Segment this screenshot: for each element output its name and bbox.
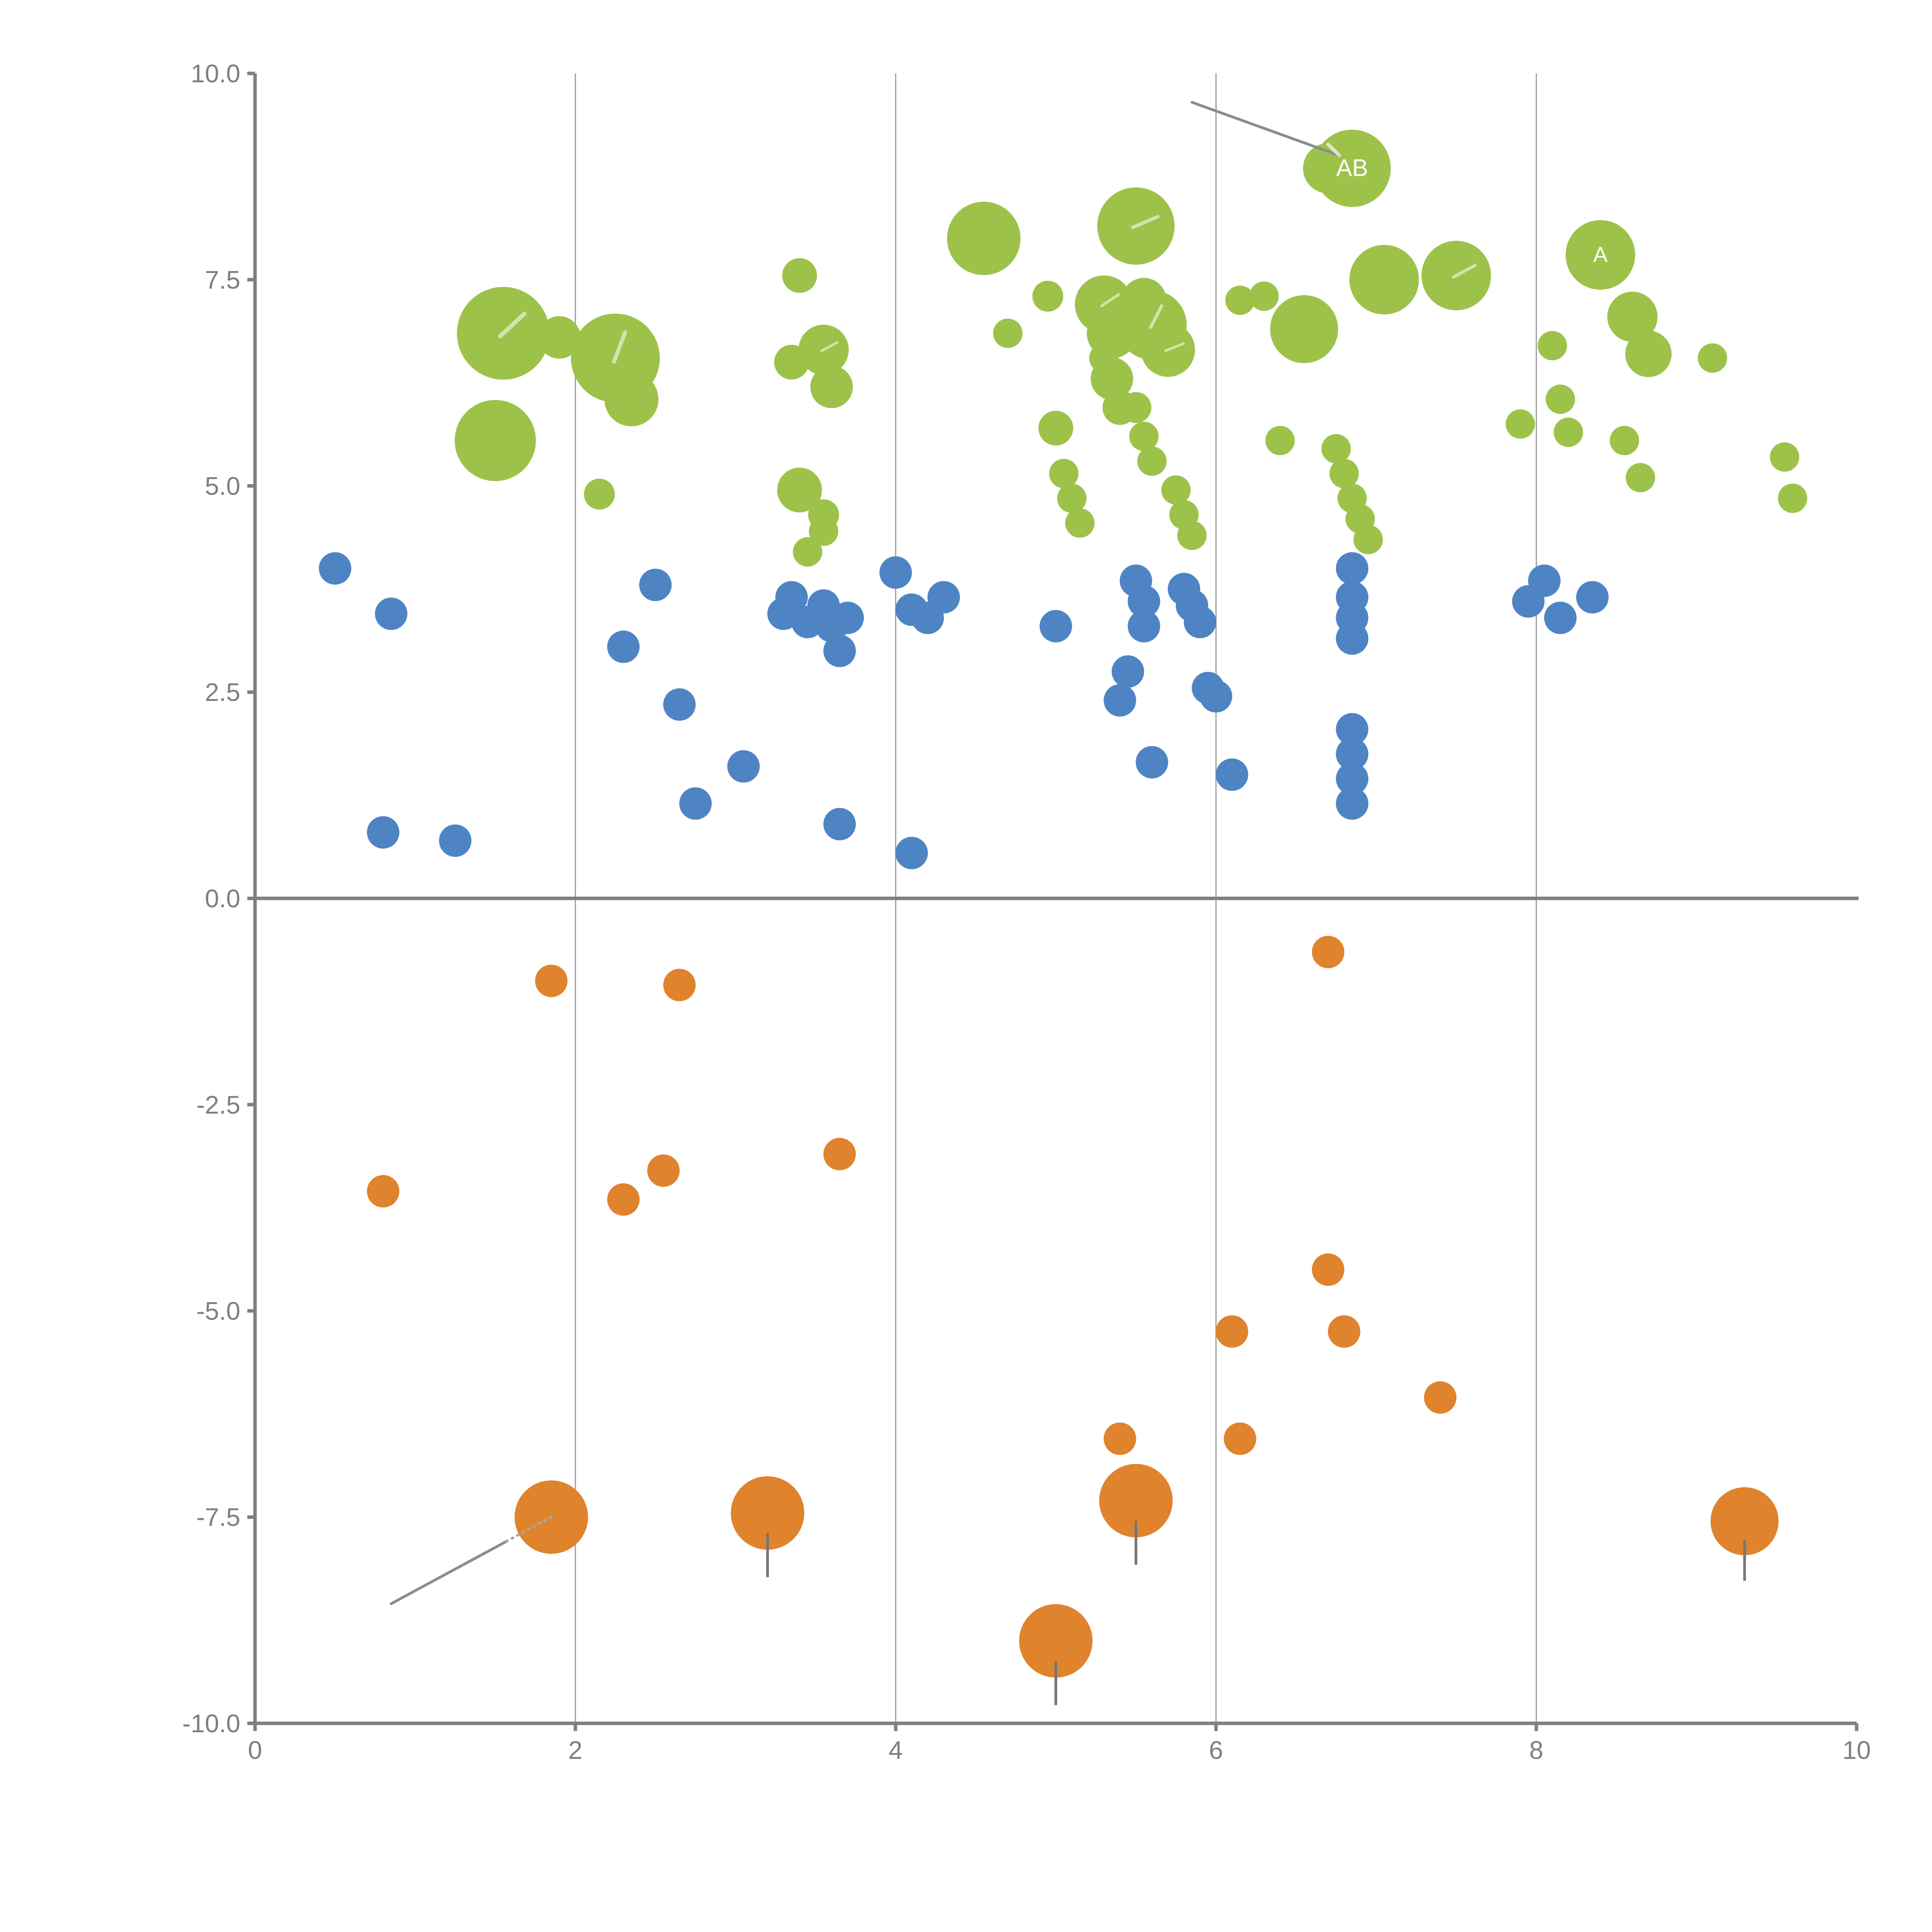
svg-text:10: 10 xyxy=(1842,1736,1871,1764)
svg-text:AB: AB xyxy=(1336,155,1368,181)
svg-text:7.5: 7.5 xyxy=(205,265,240,294)
svg-text:0: 0 xyxy=(248,1736,262,1764)
svg-text:2: 2 xyxy=(568,1736,583,1764)
svg-text:-2.5: -2.5 xyxy=(196,1090,240,1119)
svg-text:0.0: 0.0 xyxy=(205,884,240,913)
svg-text:2.5: 2.5 xyxy=(205,678,240,706)
svg-text:10.0: 10.0 xyxy=(191,59,240,88)
svg-text:4: 4 xyxy=(889,1736,903,1764)
svg-text:8: 8 xyxy=(1529,1736,1544,1764)
svg-text:5.0: 5.0 xyxy=(205,472,240,500)
svg-text:A: A xyxy=(1593,242,1608,267)
svg-text:-7.5: -7.5 xyxy=(196,1503,240,1531)
svg-text:6: 6 xyxy=(1209,1736,1223,1764)
svg-text:-5.0: -5.0 xyxy=(196,1297,240,1325)
svg-text:-10.0: -10.0 xyxy=(182,1709,240,1738)
